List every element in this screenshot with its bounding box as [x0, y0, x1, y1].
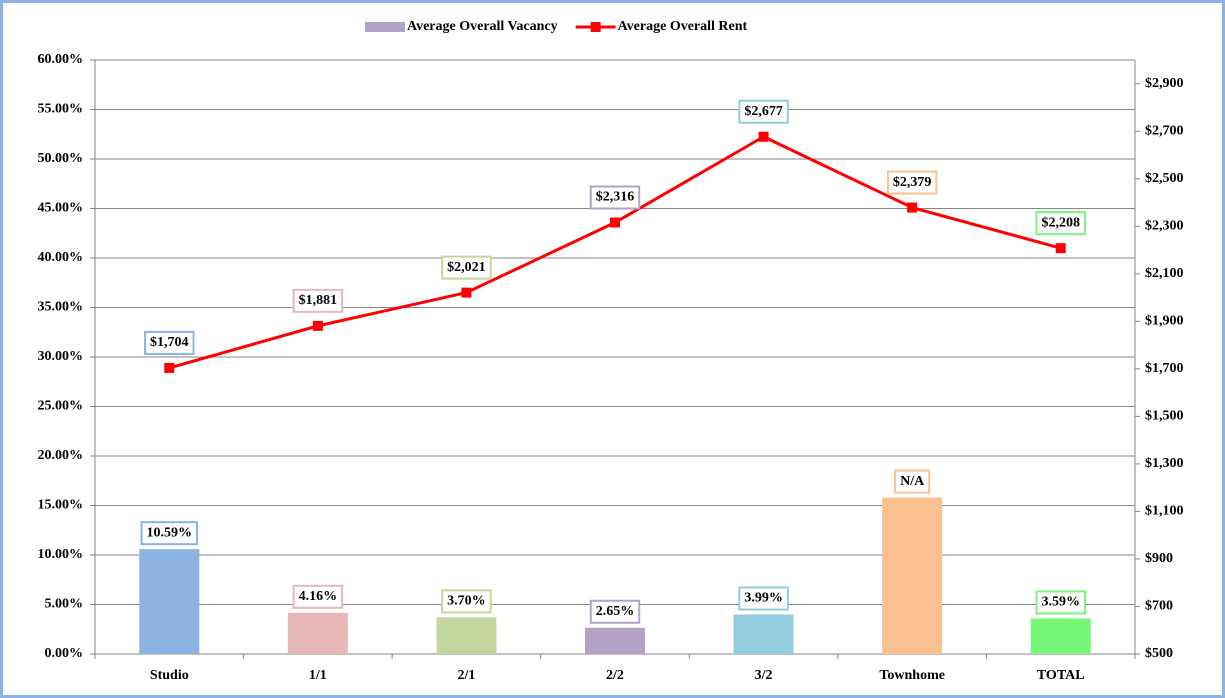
- y2-tick-label: $500: [1145, 646, 1173, 661]
- data-label: $2,021: [447, 260, 486, 275]
- data-label-box: [441, 589, 492, 614]
- y-tick-label: 30.00%: [38, 349, 84, 364]
- y-tick-label: 35.00%: [38, 300, 84, 315]
- y-tick-label: 45.00%: [38, 201, 84, 216]
- bar: [287, 612, 348, 654]
- bar: [1030, 618, 1091, 654]
- x-tick-label: 1/1: [309, 668, 327, 683]
- y2-tick-label: $2,300: [1145, 219, 1184, 234]
- bar: [882, 497, 943, 654]
- data-label-box: [589, 185, 641, 210]
- data-label: 4.16%: [299, 589, 338, 604]
- data-label: 3.99%: [744, 591, 783, 606]
- y2-tick-label: $1,300: [1145, 456, 1184, 471]
- data-label: 2.65%: [596, 604, 635, 619]
- data-label: $2,316: [596, 190, 635, 205]
- legend-marker: [590, 22, 601, 32]
- line-marker: [610, 217, 620, 228]
- y2-tick-label: $2,700: [1145, 123, 1184, 138]
- bar: [139, 549, 200, 654]
- legend-label: Average Overall Rent: [618, 19, 748, 34]
- y-tick-label: 40.00%: [38, 250, 84, 265]
- line-marker: [907, 202, 918, 213]
- data-label: $2,208: [1041, 215, 1080, 230]
- data-label: $1,704: [150, 335, 189, 350]
- data-label-box: [144, 330, 195, 355]
- legend-label: Average Overall Vacancy: [407, 19, 558, 34]
- y-tick-label: 15.00%: [38, 498, 84, 513]
- y-tick-label: 0.00%: [45, 646, 84, 661]
- data-label-box: [589, 599, 641, 624]
- y2-tick-label: $900: [1145, 551, 1173, 566]
- data-label-box: [140, 521, 199, 546]
- data-label: $1,881: [299, 293, 338, 308]
- y2-tick-label: $1,500: [1145, 409, 1184, 424]
- data-label: 3.70%: [447, 594, 486, 609]
- data-label-box: [292, 584, 344, 609]
- line-marker: [312, 320, 323, 331]
- x-tick-label: Studio: [150, 668, 189, 683]
- y2-tick-label: $700: [1145, 599, 1173, 614]
- data-label-box: [894, 469, 931, 494]
- data-label-box: [292, 288, 344, 313]
- data-label: N/A: [900, 474, 925, 489]
- x-tick-label: Townhome: [879, 668, 945, 683]
- y2-tick-label: $2,500: [1145, 171, 1184, 186]
- y-tick-label: 5.00%: [45, 597, 84, 612]
- data-label: $2,379: [893, 175, 932, 190]
- data-label-box: [441, 255, 492, 280]
- bar: [733, 614, 794, 654]
- data-label-box: [1035, 590, 1086, 615]
- data-label-box: [738, 99, 789, 124]
- y-tick-label: 25.00%: [38, 399, 84, 414]
- y-tick-label: 50.00%: [38, 151, 84, 166]
- y-tick-label: 60.00%: [38, 52, 84, 67]
- y-tick-label: 20.00%: [38, 448, 84, 463]
- y2-tick-label: $1,700: [1145, 361, 1184, 376]
- line-marker: [164, 362, 175, 373]
- y-tick-label: 10.00%: [38, 547, 84, 562]
- x-tick-label: TOTAL: [1037, 668, 1085, 683]
- y2-tick-label: $2,100: [1145, 266, 1184, 281]
- y-tick-label: 55.00%: [38, 102, 84, 117]
- line-marker: [1055, 243, 1066, 254]
- bar: [585, 627, 645, 654]
- data-label: 3.59%: [1041, 595, 1080, 610]
- legend-swatch: [365, 22, 405, 32]
- line-marker: [461, 287, 472, 298]
- data-label: $2,677: [744, 104, 783, 119]
- y2-tick-label: $1,900: [1145, 314, 1184, 329]
- y2-tick-label: $2,900: [1145, 76, 1184, 91]
- line-marker: [758, 131, 769, 142]
- data-label-box: [886, 170, 938, 195]
- y2-tick-label: $1,100: [1145, 504, 1184, 519]
- x-tick-label: 2/1: [457, 668, 475, 683]
- data-label: 10.59%: [147, 525, 193, 540]
- data-label-box: [1035, 211, 1086, 236]
- bar: [436, 617, 497, 654]
- data-label-box: [738, 586, 789, 611]
- x-tick-label: 2/2: [606, 668, 624, 683]
- x-tick-label: 3/2: [755, 668, 773, 683]
